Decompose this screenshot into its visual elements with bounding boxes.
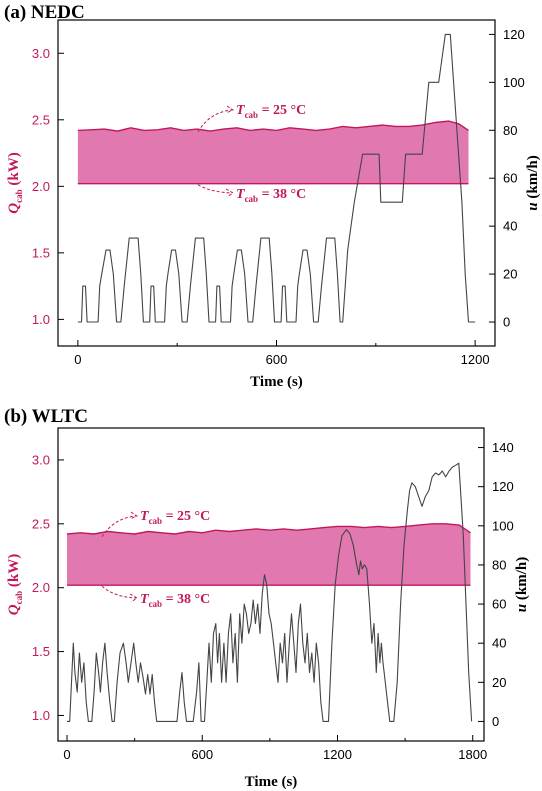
y-left-tick-label: 1.0 (32, 312, 50, 327)
speed-series-line (77, 33, 476, 323)
annotation-arrowhead (129, 593, 138, 603)
x-tick-label: 1800 (458, 747, 487, 762)
y-left-tick-label: 1.0 (32, 708, 50, 723)
y-right-tick-label: 40 (503, 219, 517, 234)
y-right-tick-label: 100 (503, 75, 525, 90)
y-left-axis-label-sub: cab (14, 591, 24, 605)
y-right-axis-label-main: u (514, 604, 530, 612)
y-left-axis-label-main: Q (6, 604, 22, 615)
annotation-arrow (197, 109, 233, 133)
annotation-upper-rest: = 25 °C (162, 509, 210, 524)
band-upper-line (77, 120, 469, 132)
y-left-tick-label: 2.0 (32, 580, 50, 595)
annotation-lower-sub: cab (245, 194, 259, 204)
annotation-upper-main: T (236, 103, 246, 118)
y-right-tick-label: 0 (503, 315, 510, 330)
y-right-tick-label: 20 (503, 267, 517, 282)
chart-title: (a) NEDC (4, 2, 85, 23)
x-tick-label: 600 (266, 352, 288, 367)
y-left-tick-label: 1.5 (32, 245, 50, 260)
chart-title: (b) WLTC (4, 406, 88, 427)
y-right-tick-label: 140 (492, 440, 514, 455)
y-left-tick-label: 1.5 (32, 644, 50, 659)
x-tick-label: 600 (191, 747, 213, 762)
x-tick-label: 0 (63, 747, 70, 762)
y-right-tick-label: 60 (492, 597, 506, 612)
y-left-axis-label: Qcab (kW) (6, 554, 24, 615)
x-axis-label: Time (s) (245, 774, 298, 790)
y-left-axis-label-main: Q (6, 203, 22, 214)
y-right-tick-label: 0 (492, 714, 499, 729)
y-right-tick-label: 120 (492, 479, 514, 494)
annotation-upper-rest: = 25 °C (258, 103, 306, 118)
y-left-axis-label-rest: (kW) (6, 554, 22, 591)
annotation-arrowhead (129, 511, 139, 520)
y-right-tick-label: 20 (492, 675, 506, 690)
annotation-arrowhead (225, 105, 235, 114)
wltc-panel: (b) WLTC 0 600 1200 1800 1.0 1.5 2.0 2.5 3.0 0 20 40… (4, 406, 530, 790)
annotation-upper-sub: cab (149, 516, 163, 526)
annotation-arrow (101, 515, 137, 538)
annotation-upper: Tcab = 25 °C (236, 103, 306, 120)
y-right-axis-label: u (km/h) (514, 557, 530, 612)
annotation-upper: Tcab = 25 °C (140, 509, 210, 526)
y-left-tick-label: 2.5 (32, 112, 50, 127)
annotation-lower: Tcab = 38 °C (140, 592, 210, 609)
annotation-arrow (101, 585, 137, 599)
annotation-lower-sub: cab (149, 599, 163, 609)
y-left-tick-label: 2.5 (32, 516, 50, 531)
y-left-tick-label: 3.0 (32, 452, 50, 467)
annotation-arrowhead (225, 188, 234, 198)
speed-series-line (67, 462, 473, 722)
y-left-axis-label-sub: cab (14, 189, 24, 203)
y-right-axis-label-main: u (525, 202, 541, 210)
nedc-panel: (a) NEDC 0 600 1200 1.0 1.5 2.0 2.5 3.0 0 20 40 60 80… (4, 2, 541, 390)
y-right-axis-label-rest: (km/h) (514, 557, 530, 604)
annotation-lower-main: T (140, 592, 150, 607)
plot-frame (57, 427, 485, 742)
band-upper-line (66, 523, 471, 535)
x-tick-label: 0 (74, 352, 81, 367)
annotation-upper-main: T (140, 509, 150, 524)
y-right-tick-label: 100 (492, 518, 514, 533)
x-tick-label: 1200 (323, 747, 352, 762)
y-left-tick-label: 3.0 (32, 46, 50, 61)
y-right-tick-label: 40 (492, 636, 506, 651)
y-right-axis-label: u (km/h) (525, 155, 541, 210)
x-tick-label: 1200 (461, 352, 490, 367)
annotation-lower-main: T (236, 187, 246, 202)
x-axis-label: Time (s) (250, 374, 303, 390)
y-right-tick-label: 80 (503, 123, 517, 138)
annotation-lower: Tcab = 38 °C (236, 187, 306, 204)
y-left-axis-label-rest: (kW) (6, 152, 22, 189)
annotation-arrow (197, 184, 233, 194)
annotation-lower-rest: = 38 °C (258, 187, 306, 202)
y-right-axis-label-rest: (km/h) (525, 155, 541, 202)
y-right-tick-label: 60 (503, 171, 517, 186)
y-left-tick-label: 2.0 (32, 179, 50, 194)
y-right-tick-label: 120 (503, 27, 525, 42)
y-right-tick-label: 80 (492, 557, 506, 572)
cabin-heat-band (67, 523, 471, 586)
y-left-axis-label: Qcab (kW) (6, 152, 24, 213)
cabin-heat-band (77, 121, 469, 184)
annotation-upper-sub: cab (245, 110, 259, 120)
annotation-lower-rest: = 38 °C (162, 592, 210, 607)
